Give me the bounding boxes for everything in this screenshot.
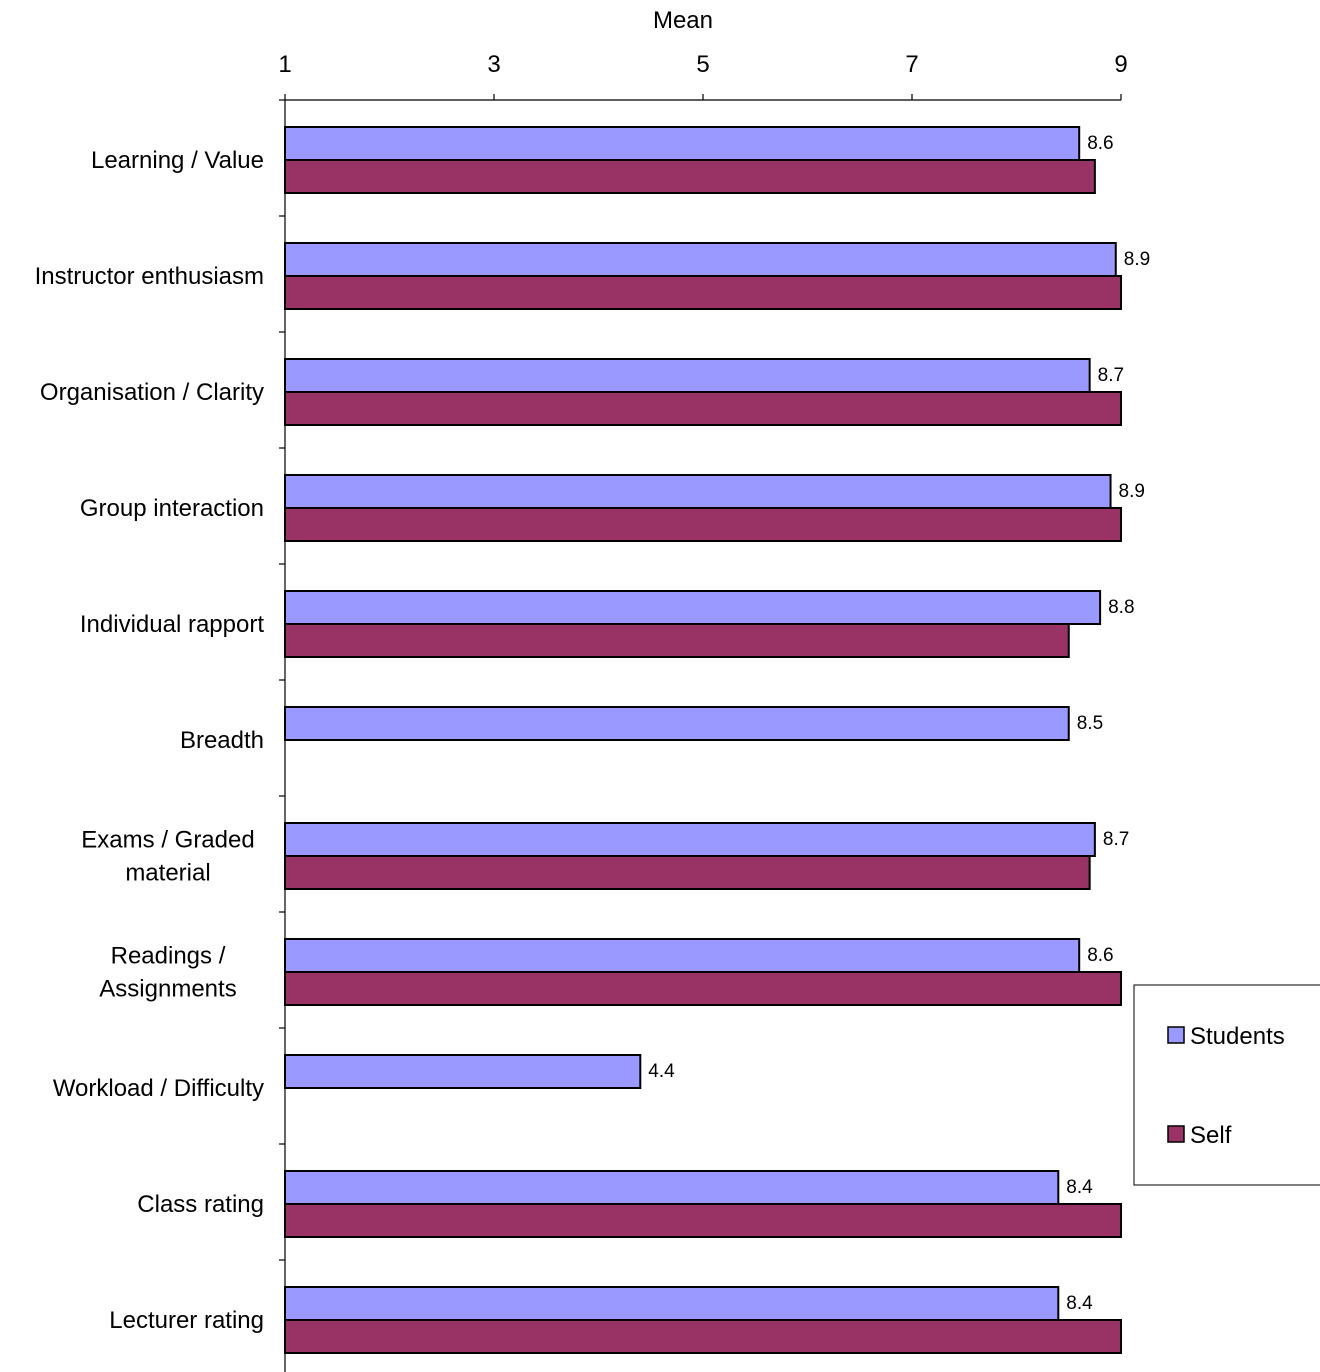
x-tick-label: 5: [696, 51, 709, 78]
category-label: Learning / Value: [91, 147, 264, 174]
category-label: material: [125, 860, 210, 887]
data-label: 8.7: [1103, 829, 1129, 850]
labels: 1 3 5 7 9 8.6 Learning / Value 8.9 Instructor en…: [35, 51, 1151, 1334]
bar-self: [284, 855, 1091, 890]
bars: [284, 126, 1122, 1354]
bar-students: [284, 1054, 642, 1089]
data-label: 4.4: [648, 1061, 675, 1082]
x-tick-label: 7: [905, 51, 918, 78]
data-label: 8.9: [1124, 249, 1150, 270]
category-label: Organisation / Clarity: [40, 379, 264, 406]
bar-students: [284, 590, 1102, 625]
bar-students: [284, 822, 1096, 857]
bar-self: [284, 391, 1122, 426]
data-label: 8.5: [1077, 713, 1103, 734]
bar-students: [284, 938, 1081, 973]
legend-box: [1133, 984, 1320, 1186]
data-label: 8.6: [1087, 945, 1113, 966]
category-label: Class rating: [137, 1191, 264, 1218]
x-tick-label: 1: [278, 51, 291, 78]
category-label: Workload / Difficulty: [53, 1075, 264, 1102]
legend-swatch-self: [1167, 1125, 1185, 1143]
legend: Students Self: [1133, 984, 1320, 1186]
data-label: 8.4: [1066, 1293, 1093, 1314]
legend-label-students: Students: [1190, 1023, 1285, 1050]
x-axis-title: Mean: [653, 7, 713, 34]
legend-swatch-students: [1167, 1026, 1185, 1044]
bar-self: [284, 159, 1096, 194]
legend-label-self: Self: [1190, 1122, 1232, 1149]
category-label: Readings /: [111, 943, 226, 970]
data-label: 8.9: [1119, 481, 1145, 502]
category-label: Group interaction: [80, 495, 264, 522]
category-label: Lecturer rating: [109, 1307, 264, 1334]
data-label: 8.7: [1098, 365, 1124, 386]
bar-students: [284, 358, 1091, 393]
bar-students: [284, 1286, 1060, 1321]
category-label: Exams / Graded: [81, 827, 254, 854]
bar-students: [284, 242, 1117, 277]
category-label: Individual rapport: [80, 611, 264, 638]
bar-students: [284, 706, 1070, 741]
bar-self: [284, 1203, 1122, 1238]
category-label: Instructor enthusiasm: [35, 263, 264, 290]
bar-self: [284, 275, 1122, 310]
bar-self: [284, 623, 1070, 658]
data-label: 8.6: [1087, 133, 1113, 154]
category-label: Assignments: [99, 976, 236, 1003]
bar-students: [284, 474, 1112, 509]
bar-students: [284, 1170, 1060, 1205]
bar-self: [284, 971, 1122, 1006]
x-tick-label: 9: [1114, 51, 1127, 78]
bar-students: [284, 126, 1081, 161]
data-label: 8.8: [1108, 597, 1134, 618]
x-tick-label: 3: [487, 51, 500, 78]
data-label: 8.4: [1066, 1177, 1093, 1198]
category-label: Breadth: [180, 727, 264, 754]
bar-self: [284, 507, 1122, 542]
bar-self: [284, 1319, 1122, 1354]
